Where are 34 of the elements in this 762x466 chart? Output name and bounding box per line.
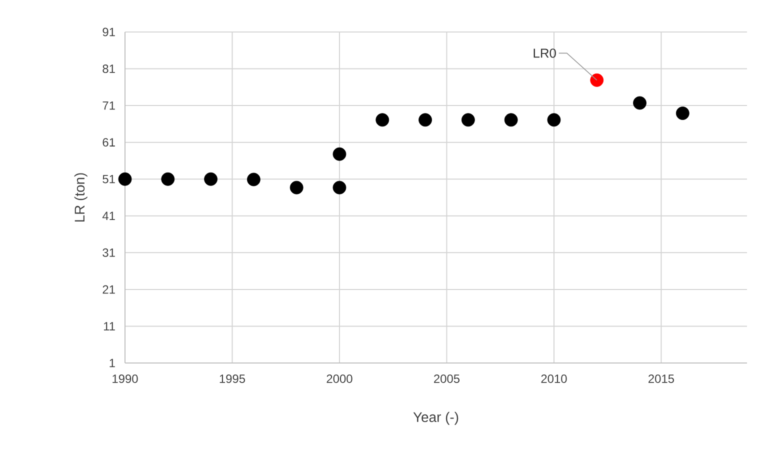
point [633, 96, 646, 110]
point [461, 113, 475, 127]
y-tick-label: 71 [102, 101, 115, 110]
point [246, 172, 260, 186]
point [376, 113, 390, 127]
point [332, 147, 346, 161]
point [332, 180, 346, 194]
x-tick-label: 2010 [541, 374, 567, 383]
x-tick-label: 2000 [326, 374, 352, 383]
point [590, 73, 604, 87]
y-tick-label: 41 [102, 212, 115, 220]
point [504, 113, 518, 127]
point [547, 113, 561, 127]
annotation: LR0 [534, 48, 556, 58]
y-tick-label: 61 [102, 138, 115, 147]
x-axis-title: Year (-) [413, 412, 458, 425]
x-tick-label: 2015 [648, 374, 674, 383]
y-tick-label: 21 [102, 285, 115, 294]
point [204, 172, 218, 186]
x-tick-label: 1990 [112, 374, 138, 383]
point [290, 180, 304, 194]
y-tick-label: 1 [110, 358, 115, 368]
y-tick-label: 51 [102, 174, 115, 184]
y-tick-label: 81 [102, 64, 115, 73]
point [418, 113, 432, 127]
y-tick-label: 11 [104, 322, 115, 330]
y-tick-label: 91 [102, 28, 115, 36]
point [161, 172, 175, 186]
y-axis-title: LR (ton) [74, 173, 88, 222]
point [118, 172, 132, 186]
x-tick-label: 1995 [220, 374, 246, 383]
point [676, 106, 690, 120]
x-tick-label: 2005 [434, 374, 460, 383]
y-tick-label: 31 [102, 248, 115, 257]
